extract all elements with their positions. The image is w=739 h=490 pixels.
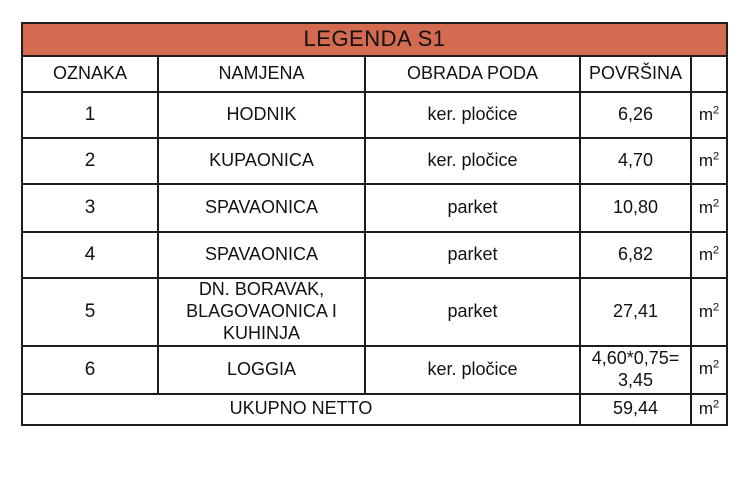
namjena-cell: SPAVAONICA <box>157 231 366 279</box>
unit-label: m <box>698 104 714 124</box>
povrsina-cell: 10,80 <box>579 183 692 233</box>
povrsina-cell: 6,82 <box>579 231 692 279</box>
page-title: LEGENDA S1 <box>20 22 729 57</box>
unit-cell: m2 <box>689 344 729 395</box>
unit-exponent: 2 <box>713 103 720 116</box>
unit-cell: m2 <box>689 183 729 233</box>
table-row: 6 LOGGIA ker. pločice 4,60*0,75= 3,45 m2 <box>21 344 729 395</box>
obrada-cell: parket <box>364 277 581 347</box>
oznaka-cell: 1 <box>21 91 159 139</box>
oznaka-cell: 5 <box>21 277 159 347</box>
namjena-cell: DN. BORAVAK, BLAGOVAONICA I KUHINJA <box>157 277 366 347</box>
column-header-obrada-poda: OBRADA PODA <box>364 55 581 93</box>
unit-exponent: 2 <box>713 358 720 371</box>
column-header-povrsina: POVRŠINA <box>579 55 692 93</box>
unit-exponent: 2 <box>713 398 720 411</box>
oznaka-cell: 3 <box>21 183 159 233</box>
unit-cell: m2 <box>689 137 729 185</box>
povrsina-cell: 4,70 <box>579 137 692 185</box>
table-row: 5 DN. BORAVAK, BLAGOVAONICA I KUHINJA pa… <box>21 277 729 347</box>
unit-label: m <box>698 301 714 321</box>
obrada-cell: ker. pločice <box>364 91 581 139</box>
legend-table: LEGENDA S1 OZNAKA NAMJENA OBRADA PODA PO… <box>20 22 729 426</box>
namjena-cell: LOGGIA <box>157 344 366 395</box>
obrada-cell: parket <box>364 183 581 233</box>
unit-cell: m2 <box>689 277 729 347</box>
column-header-unit <box>689 55 729 93</box>
table-row: 1 HODNIK ker. pločice 6,26 m2 <box>21 91 729 139</box>
obrada-cell: ker. pločice <box>364 137 581 185</box>
unit-exponent: 2 <box>713 300 720 313</box>
povrsina-cell: 27,41 <box>579 277 692 347</box>
obrada-cell: ker. pločice <box>364 344 581 395</box>
table-row: 3 SPAVAONICA parket 10,80 m2 <box>21 183 729 233</box>
povrsina-cell: 4,60*0,75= 3,45 <box>579 344 692 395</box>
unit-label: m <box>698 150 714 170</box>
unit-cell: m2 <box>689 392 729 426</box>
total-label: UKUPNO NETTO <box>21 392 581 426</box>
unit-label: m <box>698 398 714 418</box>
unit-cell: m2 <box>689 231 729 279</box>
table-title-row: LEGENDA S1 <box>20 22 729 57</box>
namjena-cell: HODNIK <box>157 91 366 139</box>
oznaka-cell: 6 <box>21 344 159 395</box>
obrada-cell: parket <box>364 231 581 279</box>
namjena-cell: SPAVAONICA <box>157 183 366 233</box>
unit-cell: m2 <box>689 91 729 139</box>
column-header-oznaka: OZNAKA <box>21 55 159 93</box>
unit-label: m <box>698 359 714 379</box>
table-header-row: OZNAKA NAMJENA OBRADA PODA POVRŠINA <box>21 55 729 93</box>
unit-label: m <box>698 197 714 217</box>
oznaka-cell: 2 <box>21 137 159 185</box>
unit-label: m <box>698 244 714 264</box>
table-row: 4 SPAVAONICA parket 6,82 m2 <box>21 231 729 279</box>
column-header-namjena: NAMJENA <box>157 55 366 93</box>
unit-exponent: 2 <box>713 149 720 162</box>
table-row: 2 KUPAONICA ker. pločice 4,70 m2 <box>21 137 729 185</box>
unit-exponent: 2 <box>713 243 720 256</box>
total-value: 59,44 <box>579 392 692 426</box>
povrsina-cell: 6,26 <box>579 91 692 139</box>
total-row: UKUPNO NETTO 59,44 m2 <box>21 392 729 426</box>
oznaka-cell: 4 <box>21 231 159 279</box>
unit-exponent: 2 <box>713 196 720 209</box>
namjena-cell: KUPAONICA <box>157 137 366 185</box>
